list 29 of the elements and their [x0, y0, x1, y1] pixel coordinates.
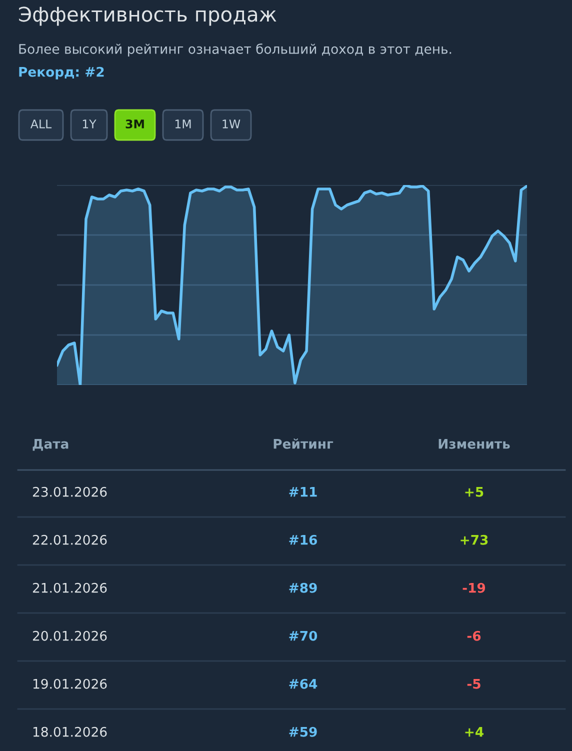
text: #59: [289, 726, 317, 737]
chart-subtitle: Более высокий рейтинг означает больший доход в этот день.: [19, 44, 452, 56]
text: 18.01.2026: [33, 726, 107, 737]
text: Рейтинг: [274, 438, 334, 449]
text: ALL: [30, 120, 52, 128]
text: #89: [289, 582, 317, 593]
text: -5: [467, 679, 480, 689]
text: #64: [289, 678, 318, 689]
text: 20.01.2026: [32, 630, 107, 641]
text: -6: [467, 630, 481, 641]
text: 23.01.2026: [32, 486, 107, 497]
text: Дата: [32, 439, 68, 451]
text: 1Y: [82, 120, 96, 128]
text: +4: [465, 727, 484, 737]
text: 1W: [222, 120, 240, 128]
text: #11: [289, 487, 317, 497]
text: 21.01.2026: [32, 582, 107, 593]
text: Рекорд: #2: [19, 66, 104, 80]
text: Изменить: [438, 439, 510, 449]
text: +73: [460, 534, 488, 545]
text: 3M: [126, 119, 144, 128]
text: 1M: [175, 120, 191, 128]
chart-title: Эффективность продаж: [19, 6, 276, 26]
text: 22.01.2026: [32, 534, 107, 545]
text: 19.01.2026: [33, 678, 107, 689]
text: +5: [465, 487, 484, 497]
text: #70: [289, 630, 318, 641]
text: -19: [462, 582, 486, 593]
text: #16: [289, 534, 317, 545]
